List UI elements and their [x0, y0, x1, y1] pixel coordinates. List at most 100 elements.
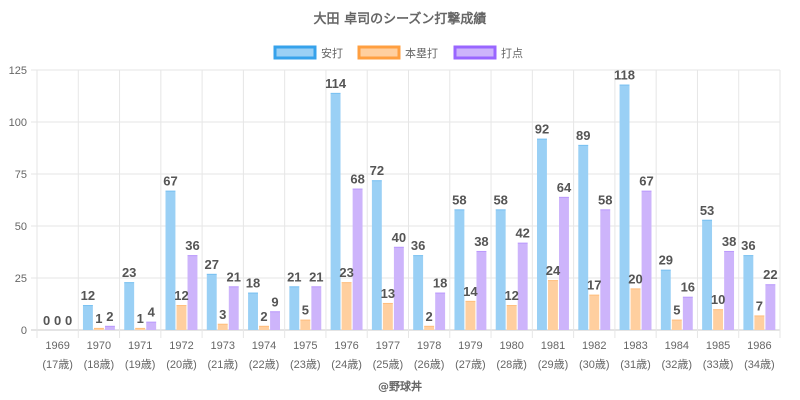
data-label: 92	[535, 122, 549, 137]
grid	[31, 69, 781, 338]
x-tick-label: 1970	[87, 340, 111, 352]
bar-安打	[248, 292, 258, 330]
x-tick-sublabel: (34歳)	[744, 358, 775, 371]
data-label: 2	[106, 309, 113, 324]
y-tick-label: 50	[15, 221, 27, 233]
data-label: 16	[681, 280, 695, 295]
x-tick-label: 1981	[541, 340, 565, 352]
bar-打点	[352, 188, 363, 330]
x-tick-sublabel: (26歳)	[414, 358, 445, 371]
data-label: 12	[81, 288, 95, 303]
data-label: 24	[546, 263, 561, 278]
bar-本塁打	[217, 323, 228, 330]
x-tick-sublabel: (31歳)	[620, 358, 651, 371]
x-tick-label: 1972	[169, 340, 193, 352]
bar-安打	[82, 305, 93, 330]
x-tick-sublabel: (27歳)	[455, 358, 486, 371]
x-tick-label: 1980	[499, 340, 523, 352]
bar-打点	[641, 190, 652, 330]
bar-安打	[537, 138, 547, 330]
x-tick-sublabel: (23歳)	[290, 358, 321, 371]
data-label: 4	[148, 305, 156, 320]
x-tick-sublabel: (20歳)	[166, 358, 197, 371]
bar-打点	[600, 209, 611, 330]
bar-打点	[270, 311, 280, 330]
bar-本塁打	[259, 325, 269, 330]
data-label: 67	[639, 174, 653, 189]
x-tick-label: 1985	[706, 340, 730, 352]
bar-打点	[559, 196, 569, 330]
bar-打点	[228, 286, 239, 330]
bar-安打	[371, 180, 382, 330]
x-tick-label: 1977	[376, 340, 400, 352]
x-tick-sublabel: (32歳)	[662, 358, 693, 371]
data-label: 7	[756, 298, 763, 313]
data-label: 22	[763, 267, 777, 282]
legend-swatch-本塁打	[357, 45, 401, 60]
data-label: 5	[302, 303, 309, 318]
data-label: 23	[122, 265, 136, 280]
data-label: 14	[463, 284, 478, 299]
x-tick-sublabel: (33歳)	[703, 358, 734, 371]
x-tick-label: 1976	[334, 340, 358, 352]
data-label: 18	[433, 276, 447, 291]
data-label: 36	[741, 238, 755, 253]
data-label: 72	[370, 163, 384, 178]
data-label: 118	[614, 68, 635, 83]
x-tick-sublabel: (30歳)	[579, 358, 610, 371]
x-tick-sublabel: (22歳)	[249, 358, 280, 371]
legend-label: 打点	[501, 46, 523, 60]
y-tick-label: 100	[9, 117, 27, 129]
bar-本塁打	[548, 280, 558, 330]
bar-本塁打	[341, 282, 352, 330]
data-label: 9	[271, 294, 278, 309]
data-label: 58	[493, 192, 507, 207]
legend-label: 本塁打	[405, 46, 438, 60]
legend-swatch-打点	[453, 45, 497, 60]
data-label: 13	[381, 286, 395, 301]
bar-安打	[619, 84, 630, 330]
data-label: 40	[392, 230, 406, 245]
data-label: 36	[411, 238, 425, 253]
bar-本塁打	[713, 309, 724, 330]
bar-本塁打	[176, 305, 187, 330]
data-label: 114	[325, 76, 347, 91]
x-tick-label: 1969	[45, 340, 69, 352]
x-tick-label: 1978	[417, 340, 441, 352]
bar-本塁打	[630, 288, 641, 330]
y-tick-label: 75	[15, 169, 27, 181]
data-label: 3	[219, 307, 226, 322]
bar-本塁打	[671, 319, 682, 330]
bar-安打	[413, 255, 424, 330]
data-label: 21	[227, 269, 241, 284]
x-tick-sublabel: (29歳)	[538, 358, 569, 371]
data-label: 2	[426, 309, 433, 324]
data-label: 2	[260, 309, 267, 324]
bar-打点	[393, 246, 404, 330]
x-tick-sublabel: (28歳)	[496, 358, 527, 371]
data-label: 27	[205, 257, 219, 272]
data-label: 18	[246, 276, 260, 291]
bar-本塁打	[93, 327, 104, 330]
y-tick-label: 125	[9, 65, 27, 77]
data-label: 12	[174, 288, 188, 303]
bar-打点	[682, 296, 693, 330]
x-tick-sublabel: (21歳)	[207, 358, 238, 371]
y-axis: 0 25 50 75 100 125	[9, 65, 27, 337]
bar-打点	[311, 286, 322, 330]
data-label: 58	[598, 192, 612, 207]
data-label: 5	[673, 303, 680, 318]
bar-打点	[435, 292, 446, 330]
bar-本塁打	[300, 319, 311, 330]
x-axis: 1969 (17歳) 1970 (18歳) 1971 (19歳) 1972 (20歳) 1973…	[42, 340, 774, 371]
data-label: 0	[54, 313, 61, 328]
x-tick-label: 1979	[458, 340, 482, 352]
x-tick-label: 1975	[293, 340, 317, 352]
x-tick-sublabel: (25歳)	[373, 358, 404, 371]
x-tick-label: 1983	[623, 340, 647, 352]
data-label: 53	[700, 203, 714, 218]
bar-打点	[724, 250, 735, 330]
data-label: 89	[576, 128, 590, 143]
y-tick-label: 0	[21, 325, 27, 337]
